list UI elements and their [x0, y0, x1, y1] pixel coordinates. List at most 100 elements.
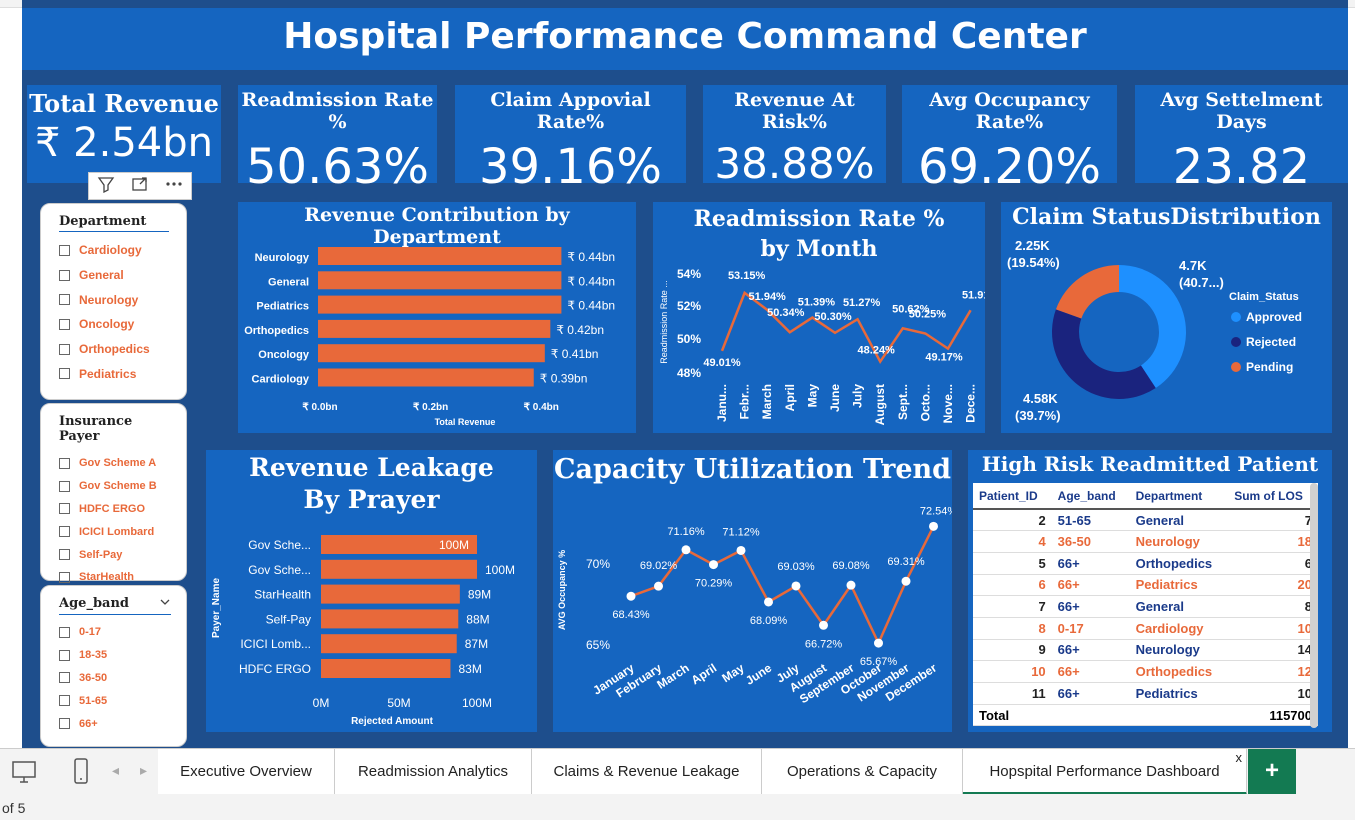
slicer-item-icici-lombard[interactable]: ICICI Lombard [59, 520, 186, 543]
checkbox[interactable] [59, 672, 70, 684]
age-band-slicer: Age_band 0-17 18-35 36-50 51-65 66+ [40, 585, 187, 747]
table-row[interactable]: 7 66+ General 8 [973, 595, 1318, 618]
table-row[interactable]: 11 66+ Pediatrics 10 [973, 682, 1318, 705]
checkbox[interactable] [59, 294, 70, 306]
add-page-button[interactable]: + [1248, 749, 1296, 795]
checkbox[interactable] [59, 526, 70, 538]
column-header[interactable]: Sum of LOS [1228, 483, 1318, 510]
slicer-item-self-pay[interactable]: Self-Pay [59, 543, 186, 566]
mobile-view-icon[interactable] [72, 757, 90, 790]
checkbox[interactable] [59, 244, 70, 256]
table-row[interactable]: 5 66+ Orthopedics 6 [973, 552, 1318, 575]
column-header[interactable]: Age_band [1051, 483, 1130, 510]
checkbox[interactable] [59, 626, 70, 638]
readmission-by-month-chart[interactable]: Readmission Rate % by Month 54% 52% 50% 48%… [653, 202, 985, 433]
tab-readmission-analytics[interactable]: Readmission Analytics [335, 749, 532, 795]
chevron-right-icon[interactable]: ▸ [140, 762, 148, 778]
checkbox[interactable] [59, 571, 70, 583]
tick-label: April [783, 384, 797, 411]
revenue-by-department-chart[interactable]: Revenue Contribution by Department Neuro… [238, 202, 636, 433]
data-label: (39.7%) [1015, 408, 1061, 423]
table-cell: 51-65 [1051, 509, 1130, 532]
column-header[interactable]: Department [1129, 483, 1229, 510]
axis-label: Readmission Rate ... [659, 280, 669, 364]
slicer-item-0-17[interactable]: 0-17 [59, 621, 186, 644]
filter-icon[interactable] [97, 175, 115, 198]
checkbox[interactable] [59, 480, 70, 492]
checkbox[interactable] [59, 318, 70, 330]
slicer-item-label: 36-50 [79, 671, 108, 684]
slicer-item-orthopedics[interactable]: Orthopedics [59, 337, 186, 362]
table-row[interactable]: 9 66+ Neurology 14 [973, 639, 1318, 662]
checkbox[interactable] [59, 368, 70, 380]
slicer-item-label: Oncology [79, 317, 135, 332]
category-label: HDFC ERGO [239, 662, 311, 676]
slicer-header-row[interactable]: Age_band [59, 596, 171, 615]
slicer-item-neurology[interactable]: Neurology [59, 287, 186, 312]
kpi-label: Claim Appovial Rate% [490, 89, 651, 133]
slicer-item-gov-scheme-a[interactable]: Gov Scheme A [59, 452, 186, 475]
table-row[interactable]: 6 66+ Pediatrics 20 [973, 574, 1318, 597]
bar [318, 368, 534, 387]
slicer-item-pediatrics[interactable]: Pediatrics [59, 361, 186, 386]
capacity-utilization-chart[interactable]: Capacity Utilization Trend 70% 65% AVG Occ… [553, 450, 952, 732]
table-cell: Pediatrics [1129, 574, 1229, 597]
checkbox[interactable] [59, 457, 70, 469]
column-header[interactable]: Patient_ID [973, 483, 1052, 510]
slicer-item-cardiology[interactable]: Cardiology [59, 238, 186, 263]
revenue-leakage-chart[interactable]: Revenue Leakage By Prayer Gov Sche... 100… [206, 450, 537, 732]
slicer-item-general[interactable]: General [59, 263, 186, 288]
desktop-view-icon[interactable] [10, 759, 38, 790]
checkbox[interactable] [59, 549, 70, 561]
slicer-item-gov-scheme-b[interactable]: Gov Scheme B [59, 475, 186, 498]
table-row[interactable]: 4 36-50 Neurology 18 [973, 530, 1318, 553]
data-label: 50.62% [892, 303, 930, 315]
tab-operations-capacity[interactable]: Operations & Capacity [762, 749, 963, 795]
tab-claims-revenue-leakage[interactable]: Claims & Revenue Leakage [532, 749, 762, 795]
tab-hospital-performance-dashboard[interactable]: Hopspital Performance Dashboard x [963, 749, 1247, 795]
kpi-value: 39.16% [478, 139, 663, 195]
chevron-left-icon[interactable]: ◂ [112, 762, 120, 778]
data-point [929, 521, 938, 531]
kpi-label: Avg Settelment Days [1160, 89, 1323, 133]
table-scrollbar[interactable] [1310, 483, 1318, 728]
slicer-item-starhealth[interactable]: StarHealth [59, 566, 186, 589]
slicer-item-18-35[interactable]: 18-35 [59, 644, 186, 667]
table-row[interactable]: 8 0-17 Cardiology 10 [973, 617, 1318, 640]
focus-mode-icon[interactable] [131, 175, 149, 198]
checkbox[interactable] [59, 503, 70, 515]
table-cell: 7 [973, 595, 1052, 618]
claim-status-chart[interactable]: Claim StatusDistribution 4.7K (40.7...) 4.… [1001, 202, 1332, 433]
checkbox[interactable] [59, 269, 70, 281]
checkbox[interactable] [59, 649, 70, 661]
slicer-item-36-50[interactable]: 36-50 [59, 667, 186, 690]
chevron-down-icon[interactable] [159, 596, 171, 612]
checkbox[interactable] [59, 343, 70, 355]
slicer-item-51-65[interactable]: 51-65 [59, 689, 186, 712]
data-label: 68.43% [612, 609, 650, 621]
data-point [874, 638, 883, 648]
tab-executive-overview[interactable]: Executive Overview [158, 749, 335, 795]
high-risk-patient-table[interactable]: Patient_ID Age_band Department Sum of LO… [973, 483, 1318, 728]
slicer-item-hdfc-ergo[interactable]: HDFC ERGO [59, 498, 186, 521]
tab-label: Hopspital Performance Dashboard [989, 763, 1220, 780]
more-options-icon[interactable] [165, 175, 183, 198]
slicer-item-oncology[interactable]: Oncology [59, 312, 186, 337]
data-label: 50.25% [909, 309, 947, 321]
table-row[interactable]: 10 66+ Orthopedics 12 [973, 660, 1318, 683]
data-point [846, 580, 856, 590]
close-tab-icon[interactable]: x [1235, 750, 1243, 765]
legend-label: Approved [1246, 310, 1302, 324]
data-label: 50.30% [814, 311, 852, 323]
chart-title: Revenue Contribution by Department [304, 204, 570, 248]
bar [321, 535, 477, 554]
checkbox[interactable] [59, 718, 70, 730]
table-cell: 66+ [1051, 660, 1130, 683]
page-tab-bar: ◂ ▸ Executive Overview Readmission Analy… [0, 748, 1355, 795]
checkbox[interactable] [59, 695, 70, 707]
data-label: 68.09% [750, 615, 788, 627]
tick-label: 54% [677, 267, 701, 281]
slicer-item-66-plus[interactable]: 66+ [59, 712, 186, 735]
table-row[interactable]: 2 51-65 General 7 [973, 509, 1318, 532]
legend-marker [1231, 362, 1241, 372]
